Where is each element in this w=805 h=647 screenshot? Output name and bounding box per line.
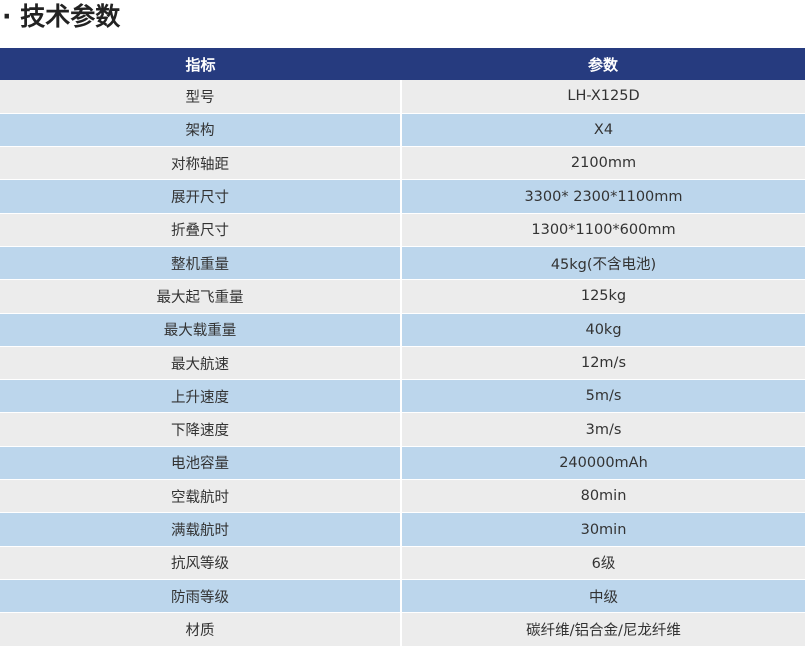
row-value: 1300*1100*600mm: [401, 213, 805, 247]
spec-table: 指标 参数 型号 LH-X125D 架构 X4 对称轴距 2100mm 展开尺寸…: [0, 48, 805, 647]
row-value: 80min: [401, 479, 805, 514]
table-row: 电池容量 240000mAh: [0, 446, 805, 481]
row-name: 下降速度: [0, 412, 402, 447]
row-name: 最大航速: [0, 346, 402, 381]
row-name: 空载航时: [0, 479, 402, 514]
row-value: 40kg: [401, 313, 805, 347]
table-row: 材质 碳纤维/铝合金/尼龙纤维: [0, 612, 805, 647]
row-name: 型号: [0, 80, 402, 114]
row-name: 整机重量: [0, 246, 402, 281]
row-value: 3300* 2300*1100mm: [401, 179, 805, 214]
header-value: 参数: [587, 55, 618, 74]
row-value: 125kg: [401, 279, 805, 314]
table-row: 型号 LH-X125D: [0, 80, 805, 114]
table-row: 整机重量 45kg(不含电池): [0, 246, 805, 281]
header-name: 指标: [185, 55, 216, 74]
row-name: 最大载重量: [0, 313, 402, 347]
row-value: 碳纤维/铝合金/尼龙纤维: [401, 612, 805, 647]
row-name: 架构: [0, 113, 402, 148]
row-name: 对称轴距: [0, 146, 402, 181]
page-title: · 技术参数: [2, 2, 121, 31]
table-row: 下降速度 3m/s: [0, 412, 805, 447]
row-name: 满载航时: [0, 512, 402, 547]
row-value: 2100mm: [401, 146, 805, 181]
table-row: 折叠尺寸 1300*1100*600mm: [0, 213, 805, 247]
table-row: 满载航时 30min: [0, 512, 805, 547]
row-name: 防雨等级: [0, 579, 402, 614]
row-value: 3m/s: [401, 412, 805, 447]
row-value: 5m/s: [401, 379, 805, 414]
row-value: 30min: [401, 512, 805, 547]
row-name: 折叠尺寸: [0, 213, 402, 247]
table-row: 最大载重量 40kg: [0, 313, 805, 347]
table-row: 最大航速 12m/s: [0, 346, 805, 381]
row-name: 抗风等级: [0, 546, 402, 580]
row-value: 240000mAh: [401, 446, 805, 481]
table-row: 上升速度 5m/s: [0, 379, 805, 414]
row-name: 电池容量: [0, 446, 402, 481]
row-name: 材质: [0, 612, 402, 647]
table-header: 指标 参数: [0, 48, 805, 80]
table-row: 对称轴距 2100mm: [0, 146, 805, 181]
table-body: 型号 LH-X125D 架构 X4 对称轴距 2100mm 展开尺寸 3300*…: [0, 80, 805, 647]
header-row: 指标 参数: [0, 48, 805, 80]
table-row: 防雨等级 中级: [0, 579, 805, 614]
row-value: X4: [401, 113, 805, 148]
table-row: 最大起飞重量 125kg: [0, 279, 805, 314]
table-row: 抗风等级 6级: [0, 546, 805, 580]
row-name: 最大起飞重量: [0, 279, 402, 314]
row-value: 中级: [401, 579, 805, 614]
row-value: LH-X125D: [401, 80, 805, 114]
row-name: 上升速度: [0, 379, 402, 414]
table-row: 展开尺寸 3300* 2300*1100mm: [0, 179, 805, 214]
table-row: 空载航时 80min: [0, 479, 805, 514]
table-row: 架构 X4: [0, 113, 805, 148]
row-value: 12m/s: [401, 346, 805, 381]
row-value: 45kg(不含电池): [401, 246, 805, 281]
row-name: 展开尺寸: [0, 179, 402, 214]
row-value: 6级: [401, 546, 805, 580]
